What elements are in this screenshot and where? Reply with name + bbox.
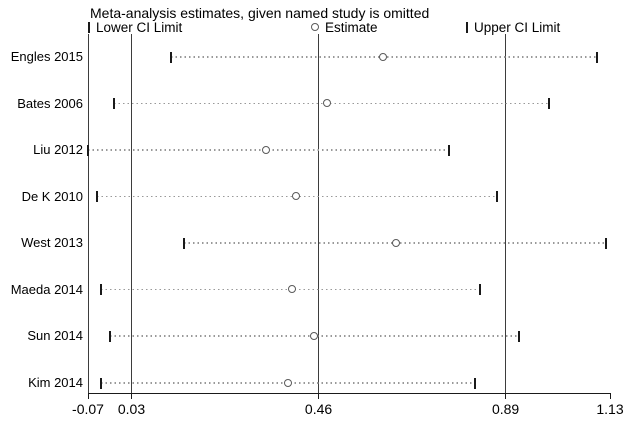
estimate-marker xyxy=(261,145,270,154)
legend-item-lower-ci: Lower CI Limit xyxy=(88,19,182,35)
study-label: Maeda 2014 xyxy=(10,281,83,297)
upper-ci-tick xyxy=(517,330,520,342)
study-label: De K 2010 xyxy=(21,188,83,204)
ci-tick-icon xyxy=(466,21,468,33)
study-label: Sun 2014 xyxy=(27,328,83,344)
study-label: Kim 2014 xyxy=(28,375,83,390)
ci-range-line xyxy=(114,102,550,105)
upper-ci-tick xyxy=(495,191,498,203)
x-axis-line xyxy=(88,393,611,394)
x-axis-tick-label: 1.13 xyxy=(596,401,624,417)
upper-ci-tick xyxy=(474,377,477,389)
study-label: Bates 2006 xyxy=(17,95,83,111)
lower-ci-tick xyxy=(87,144,89,156)
lower-ci-tick xyxy=(182,237,185,249)
gridline xyxy=(131,34,132,393)
x-axis-tick xyxy=(318,393,320,399)
estimate-marker xyxy=(292,192,301,201)
chart-title: Meta-analysis estimates, given named stu… xyxy=(90,5,430,21)
legend-label-lower-ci: Lower CI Limit xyxy=(96,19,183,35)
estimate-circle-icon xyxy=(311,23,319,31)
legend-label-estimate: Estimate xyxy=(325,19,378,35)
plot-frame-left xyxy=(87,34,89,393)
estimate-marker xyxy=(379,52,388,61)
estimate-marker xyxy=(322,99,331,108)
gridline xyxy=(318,34,320,393)
legend-item-upper-ci: Upper CI Limit xyxy=(466,19,560,35)
estimate-marker xyxy=(309,331,318,340)
legend-item-estimate: Estimate xyxy=(311,19,378,35)
lower-ci-tick xyxy=(169,51,172,63)
lower-ci-tick xyxy=(100,377,103,389)
study-label: Liu 2012 xyxy=(33,142,83,158)
estimate-marker xyxy=(283,378,292,387)
lower-ci-tick xyxy=(108,330,111,342)
ci-tick-icon xyxy=(88,21,90,33)
x-axis-tick xyxy=(609,393,611,399)
study-label: Engles 2015 xyxy=(10,49,83,64)
estimate-marker xyxy=(287,285,296,294)
upper-ci-tick xyxy=(548,98,551,110)
x-axis-tick xyxy=(131,393,132,399)
upper-ci-tick xyxy=(478,284,481,296)
upper-ci-tick xyxy=(595,51,598,63)
x-axis-tick xyxy=(505,393,507,399)
x-axis-tick-label: 0.03 xyxy=(117,401,146,417)
upper-ci-tick xyxy=(604,237,607,249)
x-axis-tick-label: 0.46 xyxy=(304,401,333,417)
x-axis-tick-label: -0.07 xyxy=(72,401,104,417)
gridline xyxy=(505,34,507,393)
legend: Lower CI Limit Estimate Upper CI Limit xyxy=(0,19,626,35)
legend-label-upper-ci: Upper CI Limit xyxy=(474,19,561,35)
lower-ci-tick xyxy=(95,191,98,203)
upper-ci-tick xyxy=(448,144,451,156)
x-axis-tick-label: 0.89 xyxy=(491,401,520,417)
lower-ci-tick xyxy=(113,98,116,110)
study-label: West 2013 xyxy=(21,235,83,251)
lower-ci-tick xyxy=(100,284,103,296)
x-axis-tick xyxy=(87,393,89,399)
estimate-marker xyxy=(392,238,401,247)
